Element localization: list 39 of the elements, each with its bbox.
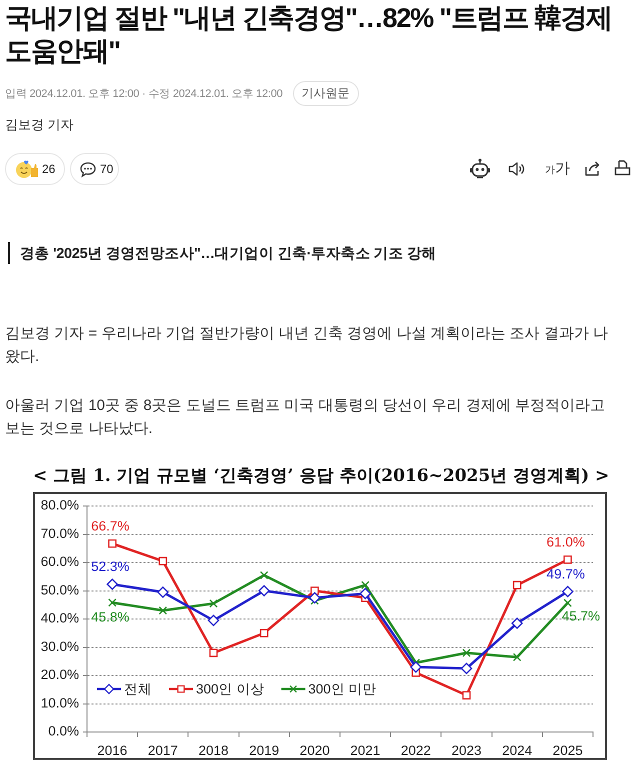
y-tick-label: 50.0%: [40, 582, 79, 598]
legend-label: 전체: [124, 682, 152, 697]
text: 국내기업 절반 "내년 긴축경영"…82% "트럼프 韓경제 도움안돼": [5, 2, 613, 68]
data-label: 45.7%: [562, 608, 600, 624]
original-article-button: 기사원문: [292, 81, 359, 106]
text: 경총 '2025년 경영전망조사"…대기업이 긴축·투자축소 기조 강해: [20, 245, 436, 263]
y-tick-label: 60.0%: [40, 554, 79, 570]
y-tick-label: 0.0%: [48, 724, 79, 739]
data-label: 66.7%: [91, 518, 130, 534]
x-tick-label: 2021: [350, 742, 380, 758]
text: 김보경 기자 = 우리나라 기업 절반가량이 내년 긴축 경영에 나설 계획이라는 조사 결과가 나왔다.: [5, 324, 609, 367]
data-label: 45.8%: [91, 609, 130, 624]
x-tick-label: 2017: [148, 742, 178, 758]
comment-button: 70: [70, 153, 119, 185]
x-tick-label: 2023: [451, 742, 482, 758]
y-tick-label: 10.0%: [40, 695, 79, 710]
x-tick-label: 2025: [552, 742, 583, 758]
legend-label: 300인 미만: [308, 682, 377, 697]
x-tick-label: 2022: [400, 742, 431, 758]
chart-title: < 그림 1. 기업 규모별 ‘긴축경영’ 응답 추이(2016~2025년 경영계획) >: [33, 465, 610, 487]
text: 가가: [545, 159, 570, 178]
data-label: 61.0%: [546, 534, 585, 550]
y-tick-label: 20.0%: [40, 667, 79, 682]
x-tick-label: 2018: [198, 742, 229, 758]
x-tick-label: 2019: [249, 742, 280, 758]
text: 김보경 기자: [5, 116, 74, 134]
y-tick-label: 80.0%: [40, 498, 79, 513]
legend-label: 300인 이상: [196, 682, 264, 697]
x-tick-label: 2020: [300, 742, 330, 758]
y-tick-label: 70.0%: [40, 526, 79, 541]
text: 아울러 기업 10곳 중 8곳은 도널드 트럼프 미국 대통령의 당선이 우리 경제에 부정적이라고 보는 것으로 나타났다.: [5, 396, 606, 439]
reaction-button: 26: [5, 153, 65, 185]
text: 입력 2024.12.01. 오후 12:00 · 수정 2024.12.01. 오후 12:00: [5, 87, 283, 101]
data-label: 52.3%: [91, 558, 130, 574]
data-label: 49.7%: [546, 566, 585, 582]
y-tick-label: 40.0%: [40, 610, 79, 626]
x-tick-label: 2016: [97, 742, 128, 758]
y-tick-label: 30.0%: [40, 638, 79, 654]
x-tick-label: 2024: [502, 742, 533, 758]
